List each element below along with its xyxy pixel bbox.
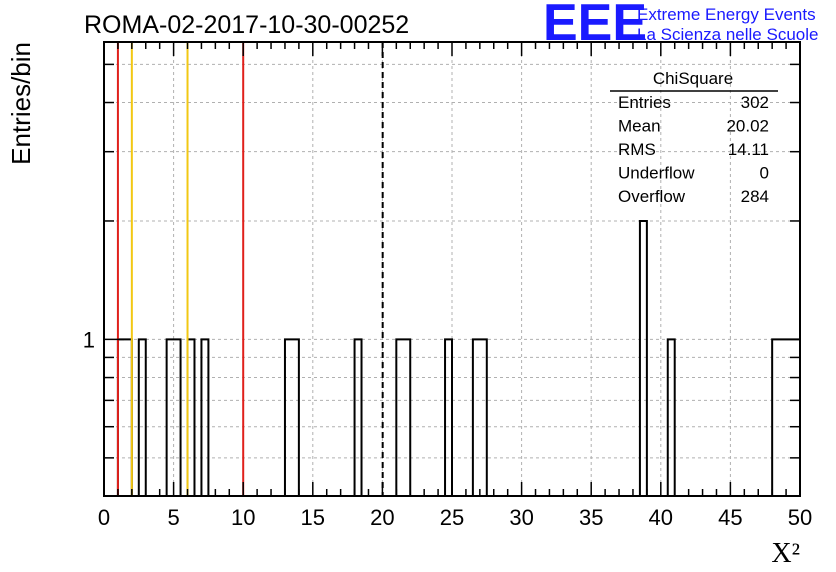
stats-row-label: Mean [618,117,661,136]
x-tick-label: 5 [167,505,179,530]
x-tick-labels: 0 5 10 15 20 25 30 35 40 45 50 [98,505,812,530]
stats-row-value: 302 [741,93,769,112]
x-tick-label: 45 [718,505,742,530]
stats-row-label: Overflow [618,187,686,206]
stats-row-label: RMS [618,140,656,159]
stats-row-value: 20.02 [726,117,769,136]
stats-row-value: 284 [741,187,769,206]
x-tick-label: 0 [98,505,110,530]
x-axis-label: X² [771,538,800,569]
eee-logo-mark: EEE [543,0,647,52]
x-tick-label: 20 [370,505,394,530]
x-tick-label: 35 [579,505,603,530]
chart-title: ROMA-02-2017-10-30-00252 [84,11,409,39]
stats-box: ChiSquare Entries 302 Mean 20.02 RMS 14.11 Und… [610,69,778,206]
logo-line-1: Extreme Energy Events [637,5,816,24]
x-tick-label: 50 [788,505,812,530]
eee-logo: EEE Extreme Energy Events La Scienza nel… [543,0,818,52]
stats-row-value: 0 [760,164,769,183]
x-tick-label: 40 [649,505,673,530]
x-tick-label: 10 [231,505,255,530]
stats-rows: Entries 302 Mean 20.02 RMS 14.11 Underflow 0 Ove… [618,93,769,206]
stats-row-value: 14.11 [728,140,769,159]
logo-line-2: La Scienza nelle Scuole [637,25,818,44]
axis-ticks [103,42,801,496]
stats-row-label: Entries [618,93,671,112]
y-tick-label: 1 [83,327,95,352]
y-tick-labels: 1 [83,327,95,352]
stats-title: ChiSquare [653,69,733,88]
marker-lines [116,42,384,496]
x-tick-label: 30 [509,505,533,530]
stats-row-label: Underflow [618,164,695,183]
x-tick-label: 15 [301,505,325,530]
x-tick-label: 25 [440,505,464,530]
y-axis-label: Entries/bin [6,42,36,165]
